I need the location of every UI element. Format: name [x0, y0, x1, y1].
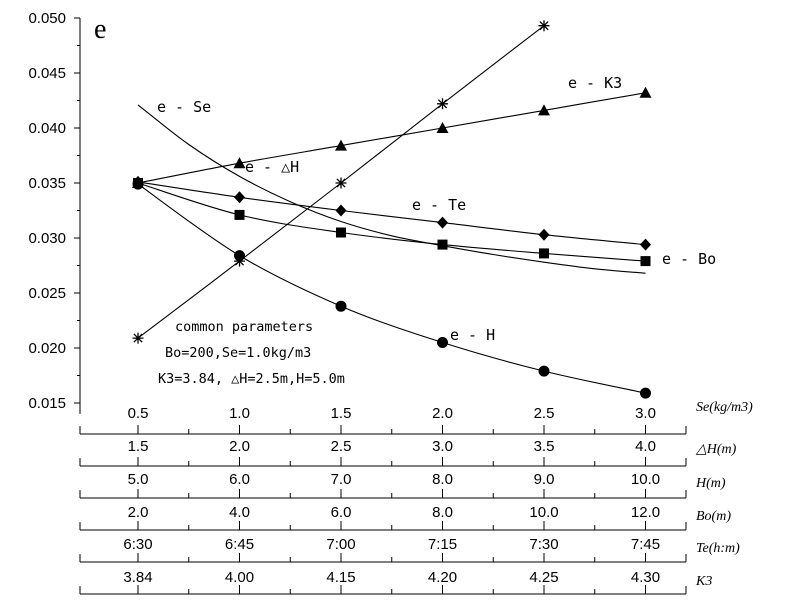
curve-label-dh: e - △H	[245, 158, 299, 176]
x-tick-label: 1.0	[229, 405, 250, 422]
annotation-line-2: Bo=200,Se=1.0kg/m3	[165, 345, 311, 361]
data-point-star	[437, 98, 448, 110]
data-point-square	[640, 256, 651, 267]
curve-labels: e - K3 e - Se e - △H e - Te e - Bo e - H	[157, 74, 716, 344]
annotation-line-1: common parameters	[175, 319, 313, 335]
curve-label-k3: e - K3	[568, 74, 622, 92]
x-tick-label: 3.0	[432, 438, 453, 455]
x-tick-label: 7:45	[631, 536, 660, 553]
x-tick-label: 12.0	[631, 504, 660, 521]
x-tick-label: 4.00	[225, 569, 254, 586]
data-point-square	[437, 239, 448, 250]
x-axis-label: Bo(m)	[696, 509, 731, 524]
x-axis-label: H(m)	[695, 476, 726, 491]
x-tick-label: 0.5	[128, 405, 149, 422]
x-axis-label: Se(kg/m3)	[696, 400, 753, 415]
x-axis-label: K3	[695, 574, 712, 589]
curve-label-bo: e - Bo	[662, 250, 716, 268]
data-point-diamond	[640, 238, 651, 251]
x-tick-label: 4.0	[635, 438, 656, 455]
data-point-circle	[132, 178, 144, 190]
x-tick-label: 4.30	[631, 569, 660, 586]
x-tick-label: 8.0	[432, 504, 453, 521]
x-tick-label: 2.0	[432, 405, 453, 422]
data-point-square	[336, 227, 346, 238]
series-line-3	[137, 183, 646, 394]
data-point-triangle	[538, 104, 550, 116]
curve-label-te: e - Te	[412, 196, 466, 214]
data-point-diamond	[234, 191, 245, 204]
y-tick-label: 0.040	[28, 120, 66, 137]
data-point-circle	[640, 387, 651, 399]
data-point-diamond	[437, 216, 448, 229]
y-tick-label: 0.025	[28, 285, 66, 302]
x-tick-label: 6.0	[331, 504, 352, 521]
data-point-star	[234, 255, 245, 267]
x-tick-label: 4.0	[229, 504, 250, 521]
x-tick-label: 7:00	[326, 536, 355, 553]
data-point-triangle	[436, 122, 449, 133]
data-point-star	[335, 177, 347, 189]
data-point-circle	[437, 337, 448, 348]
y-tick-label: 0.035	[28, 175, 66, 192]
x-tick-label: 3.0	[635, 405, 656, 422]
data-point-triangle	[639, 86, 652, 98]
y-tick-label: 0.015	[28, 395, 66, 412]
x-tick-label: 1.5	[128, 438, 149, 455]
markers	[132, 20, 652, 399]
data-point-circle	[538, 365, 550, 377]
series-line-1	[137, 182, 646, 262]
x-tick-label: 6:30	[123, 536, 152, 553]
x-tick-label: 7:30	[529, 536, 558, 553]
curve-label-h: e - H	[450, 326, 495, 344]
data-point-triangle	[233, 157, 246, 169]
x-tick-label: 2.5	[331, 438, 352, 455]
x-tick-label: 2.0	[128, 504, 149, 521]
data-point-triangle	[335, 139, 347, 151]
x-tick-label: 4.20	[428, 569, 457, 586]
data-point-star	[132, 332, 144, 344]
y-tick-label: 0.045	[28, 65, 66, 82]
x-tick-label: 2.0	[229, 438, 250, 455]
x-tick-label: 3.84	[123, 569, 152, 586]
data-point-square	[234, 209, 245, 220]
data-point-square	[539, 248, 549, 259]
data-point-star	[538, 20, 550, 32]
x-axis-label: △H(m)	[695, 442, 737, 457]
x-tick-label: 1.5	[331, 405, 352, 422]
y-tick-label: 0.030	[28, 230, 66, 247]
x-tick-label: 4.15	[326, 569, 355, 586]
x-tick-label: 4.25	[529, 569, 558, 586]
x-tick-label: 6.0	[229, 471, 250, 488]
x-tick-label: 5.0	[128, 471, 149, 488]
y-axis-label: e	[94, 14, 106, 45]
series-line-2	[137, 181, 646, 246]
y-tick-label: 0.050	[28, 10, 66, 27]
y-axis: 0.015 0.020 0.025 0.030 0.035 0.040 0.045 0.050	[28, 10, 80, 412]
series-line-0	[137, 92, 646, 184]
x-tick-label: 7:15	[428, 536, 457, 553]
x-tick-label: 2.5	[534, 405, 555, 422]
x-tick-label: 3.5	[534, 438, 555, 455]
annotation-line-3: K3=3.84, △H=2.5m,H=5.0m	[158, 371, 345, 387]
data-point-diamond	[538, 228, 550, 241]
x-tick-label: 7.0	[331, 471, 352, 488]
x-tick-label: 10.0	[529, 504, 558, 521]
x-tick-label: 8.0	[432, 471, 453, 488]
data-point-diamond	[335, 204, 347, 217]
x-axes: 0.5 1.0 1.5 2.0 2.5 3.0 Se(kg/m3) 1.5 2.0 2.5 3.0 3…	[79, 400, 753, 595]
series-line-5	[137, 104, 646, 274]
x-tick-label: 6:45	[225, 536, 254, 553]
x-tick-label: 9.0	[534, 471, 555, 488]
y-tick-label: 0.020	[28, 340, 66, 357]
x-axis-label: Te(h:m)	[696, 541, 740, 556]
x-tick-label: 10.0	[631, 471, 660, 488]
curve-label-se: e - Se	[157, 98, 211, 116]
annotation-note: common parameters Bo=200,Se=1.0kg/m3 K3=…	[158, 319, 345, 387]
data-point-circle	[335, 300, 347, 312]
